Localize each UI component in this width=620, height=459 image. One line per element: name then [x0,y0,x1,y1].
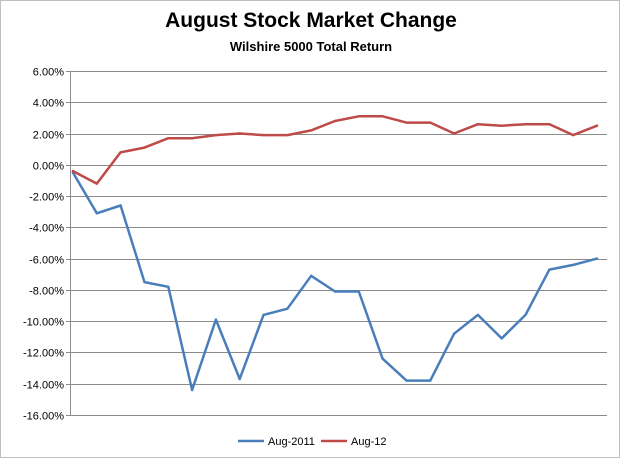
y-tick-label: -16.00% [23,411,64,423]
data-point [548,123,551,126]
chart-title: August Stock Market Change [165,9,457,32]
data-point [333,119,337,123]
data-point [357,290,360,293]
data-point [71,169,75,173]
data-point [95,212,99,215]
series-line-2 [71,115,599,185]
y-tick-label: -12.00% [23,348,64,360]
data-point [119,151,122,154]
data-point [214,133,218,137]
data-point [167,285,170,288]
data-point [476,123,480,126]
data-point [143,280,146,284]
y-tick-label: -6.00% [29,255,64,267]
y-tick-label: -14.00% [23,380,64,392]
data-point [333,290,337,293]
data-point [190,388,194,392]
data-point [452,132,456,135]
data-point [405,379,408,382]
y-tick-label: -8.00% [29,286,64,298]
data-point [595,257,599,260]
legend-label: Aug-12 [351,436,386,448]
data-point [381,357,384,360]
chart-subtitle: Wilshire 5000 Total Return [229,39,393,54]
data-point [572,133,575,137]
data-point [167,137,170,140]
data-point [429,121,432,124]
data-point [286,307,289,310]
data-point [524,123,527,126]
data-point [143,146,146,149]
y-tick-label: 6.00% [33,67,64,79]
data-point [524,313,527,317]
data-point [357,115,360,118]
legend-label: Aug-2011 [268,436,315,448]
data-point [548,268,551,271]
data-point [476,313,480,317]
data-point [595,124,599,127]
y-tick-label: -2.00% [29,192,64,204]
y-tick-label: -4.00% [29,223,64,235]
data-point [381,115,384,118]
data-point [500,124,503,127]
data-point [429,379,432,382]
data-point [95,182,99,185]
data-point [500,337,503,340]
y-tick-label: 2.00% [33,130,64,142]
data-point [238,132,241,135]
data-point [452,332,456,335]
data-point [262,133,265,137]
y-tick-label: 0.00% [33,161,64,173]
data-point [310,274,313,277]
data-point [238,377,241,381]
series-line-1 [71,171,599,392]
data-point [262,313,265,317]
data-point [190,137,194,140]
data-point [286,133,289,137]
data-point [572,263,575,267]
data-point [119,204,122,207]
data-point [214,318,218,321]
data-point [405,121,408,124]
y-tick-label: -10.00% [23,317,64,329]
data-point [310,129,313,132]
y-tick-label: 4.00% [33,98,64,110]
